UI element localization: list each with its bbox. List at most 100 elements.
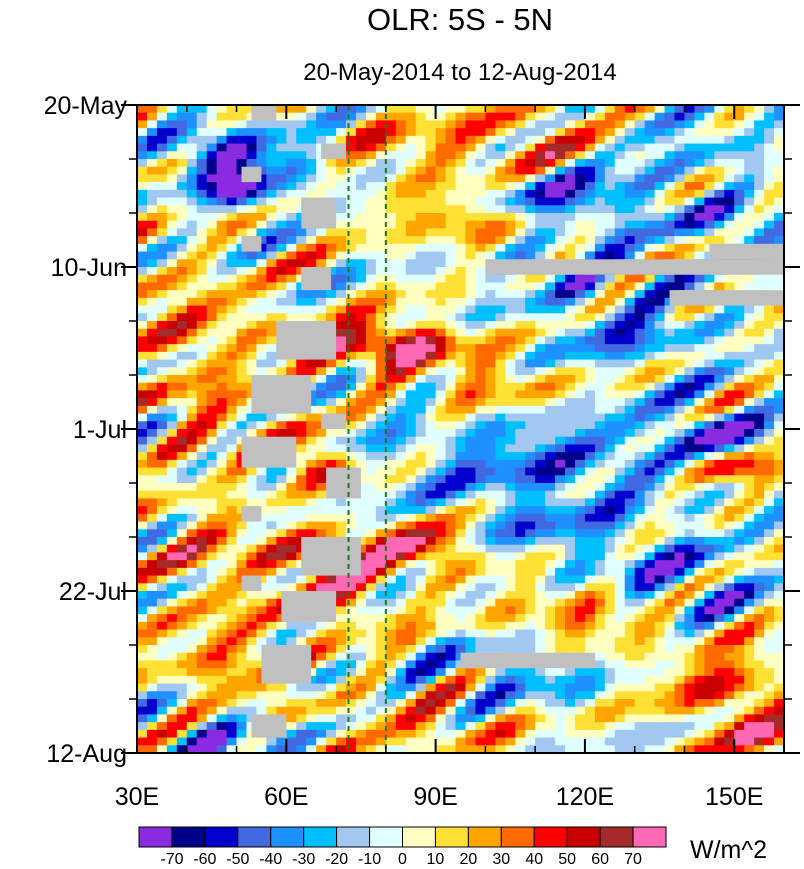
heatmap-cell bbox=[176, 691, 188, 700]
heatmap-cell bbox=[535, 405, 546, 415]
heatmap-cell bbox=[604, 575, 616, 584]
heatmap-cell bbox=[714, 367, 725, 376]
heatmap-cell bbox=[146, 120, 158, 129]
heatmap-cell bbox=[375, 537, 387, 546]
heatmap-cell bbox=[306, 105, 317, 114]
heatmap-cell bbox=[744, 598, 755, 608]
heatmap-cell bbox=[296, 691, 307, 700]
heatmap-cell bbox=[724, 675, 735, 685]
heatmap-cell bbox=[465, 205, 477, 214]
heatmap-cell bbox=[256, 151, 267, 160]
heatmap-cell bbox=[216, 290, 228, 299]
heatmap-cell bbox=[535, 498, 546, 507]
heatmap-cell bbox=[634, 629, 646, 638]
heatmap-cell bbox=[196, 390, 208, 399]
heatmap-cell bbox=[684, 205, 696, 214]
heatmap-cell bbox=[355, 112, 367, 122]
heatmap-cell bbox=[455, 467, 467, 476]
heatmap-cell bbox=[226, 328, 238, 338]
heatmap-cell bbox=[465, 243, 477, 253]
heatmap-cell bbox=[545, 675, 556, 685]
heatmap-cell bbox=[226, 583, 238, 592]
heatmap-cell bbox=[495, 429, 506, 438]
heatmap-cell bbox=[156, 498, 168, 507]
heatmap-cell bbox=[754, 375, 765, 384]
heatmap-cell bbox=[256, 251, 267, 260]
heatmap-cell bbox=[425, 236, 437, 245]
heatmap-cell bbox=[137, 228, 148, 237]
heatmap-cell bbox=[505, 135, 516, 145]
heatmap-cell bbox=[137, 290, 148, 299]
heatmap-cell bbox=[246, 560, 258, 569]
heatmap-cell bbox=[674, 351, 686, 361]
heatmap-cell bbox=[694, 668, 705, 677]
heatmap-cell bbox=[445, 444, 457, 453]
heatmap-cell bbox=[684, 691, 696, 700]
heatmap-cell bbox=[455, 205, 467, 214]
heatmap-cell bbox=[545, 166, 556, 176]
heatmap-cell bbox=[535, 629, 546, 638]
heatmap-cell bbox=[614, 197, 626, 206]
heatmap-cell bbox=[385, 506, 397, 515]
heatmap-cell bbox=[555, 390, 566, 399]
heatmap-cell bbox=[196, 128, 208, 137]
heatmap-cell bbox=[276, 560, 287, 569]
heatmap-cell bbox=[206, 513, 218, 523]
heatmap-cell bbox=[385, 128, 397, 137]
heatmap-cell bbox=[664, 591, 676, 600]
heatmap-cell bbox=[206, 560, 218, 569]
heatmap-cell bbox=[355, 220, 367, 230]
heatmap-cell bbox=[286, 205, 297, 214]
heatmap-cell bbox=[694, 336, 705, 345]
heatmap-cell bbox=[774, 213, 784, 222]
heatmap-cell bbox=[545, 251, 556, 260]
heatmap-cell bbox=[485, 390, 496, 399]
heatmap-cell bbox=[734, 382, 745, 392]
heatmap-cell bbox=[346, 166, 357, 176]
heatmap-cell bbox=[186, 513, 198, 523]
heatmap-cell bbox=[336, 182, 347, 191]
heatmap-cell bbox=[674, 621, 686, 631]
heatmap-cell bbox=[565, 128, 576, 137]
heatmap-cell bbox=[176, 159, 188, 168]
heatmap-cell bbox=[186, 274, 198, 284]
heatmap-cell bbox=[475, 444, 486, 453]
heatmap-cell bbox=[246, 282, 258, 291]
heatmap-cell bbox=[634, 498, 646, 507]
heatmap-cell bbox=[674, 521, 686, 530]
heatmap-cell bbox=[146, 228, 158, 237]
heatmap-cell bbox=[355, 668, 367, 677]
heatmap-cell bbox=[385, 382, 397, 392]
heatmap-cell bbox=[644, 544, 656, 554]
heatmap-cell bbox=[604, 344, 616, 353]
heatmap-cell bbox=[734, 637, 745, 646]
heatmap-cell bbox=[206, 243, 218, 253]
heatmap-cell bbox=[137, 213, 148, 222]
heatmap-cell bbox=[316, 506, 327, 515]
heatmap-cell bbox=[435, 405, 447, 415]
heatmap-cell bbox=[555, 575, 566, 584]
heatmap-cell bbox=[455, 583, 467, 592]
heatmap-cell bbox=[146, 182, 158, 191]
heatmap-cell bbox=[266, 259, 277, 268]
heatmap-cell bbox=[266, 143, 277, 152]
heatmap-cell bbox=[495, 321, 506, 330]
heatmap-cell bbox=[246, 467, 258, 476]
heatmap-cell bbox=[405, 159, 417, 168]
heatmap-cell bbox=[545, 513, 556, 523]
heatmap-cell bbox=[405, 143, 417, 152]
heatmap-cell bbox=[435, 128, 447, 137]
heatmap-cell bbox=[624, 336, 636, 345]
heatmap-cell bbox=[704, 120, 715, 129]
heatmap-cell bbox=[186, 637, 198, 646]
heatmap-cell bbox=[664, 390, 676, 399]
heatmap-cell bbox=[405, 490, 417, 500]
heatmap-cell bbox=[246, 598, 258, 608]
heatmap-cell bbox=[574, 583, 586, 592]
heatmap-cell bbox=[425, 583, 437, 592]
heatmap-cell bbox=[166, 220, 178, 230]
heatmap-cell bbox=[166, 336, 178, 345]
heatmap-cell bbox=[415, 282, 427, 291]
heatmap-cell bbox=[465, 606, 477, 615]
heatmap-cell bbox=[455, 475, 467, 484]
